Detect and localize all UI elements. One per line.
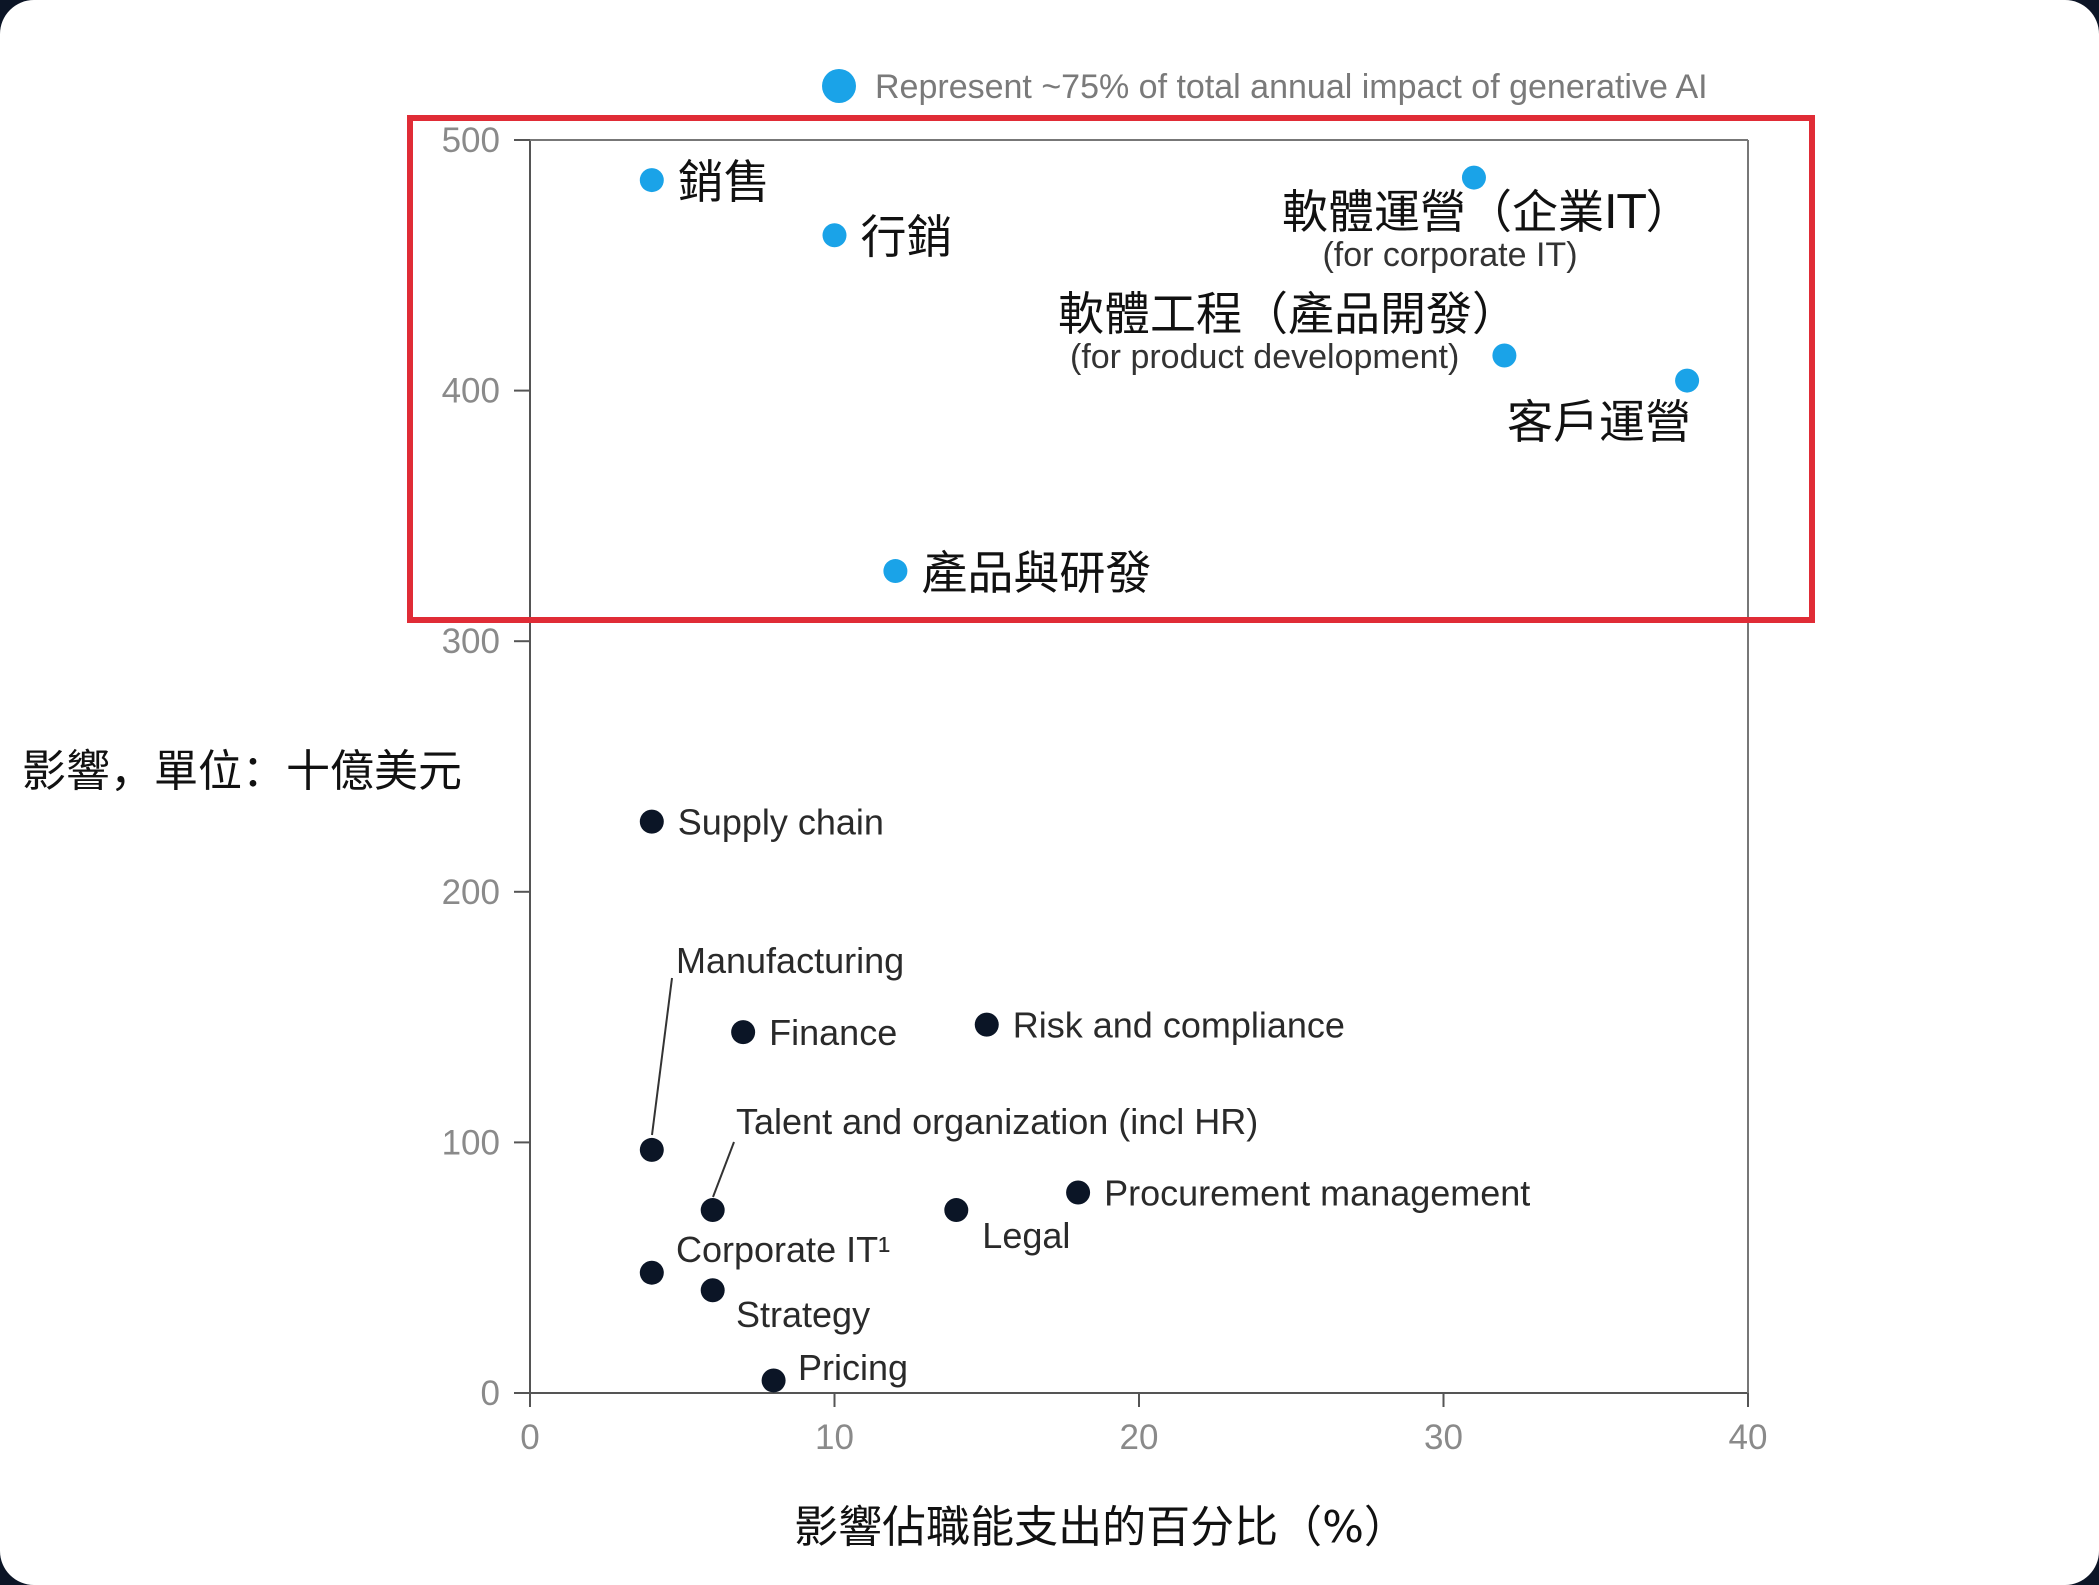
data-point (944, 1198, 969, 1223)
y-axis-title: 影響，單位：十億美元 (22, 746, 462, 797)
point-label: Risk and compliance (1013, 1005, 1345, 1046)
x-axis-title: 影響佔職能支出的百分比（%） (794, 1502, 1408, 1553)
point-label: Talent and organization (incl HR) (736, 1101, 1258, 1142)
data-point (731, 1020, 756, 1045)
point-label: 客戶運營 (1507, 395, 1691, 449)
point-label: Manufacturing (676, 940, 904, 981)
data-point (761, 1368, 786, 1393)
data-point (1461, 165, 1486, 190)
point-label: Supply chain (678, 802, 884, 843)
data-point (700, 1278, 725, 1303)
x-tick-label: 30 (1424, 1418, 1463, 1457)
leader-line (712, 1141, 735, 1198)
x-tick-label: 20 (1120, 1418, 1159, 1457)
point-sublabel: (for corporate IT) (1322, 236, 1577, 274)
point-label: 產品與研發 (921, 546, 1151, 600)
data-point (883, 559, 908, 584)
legend-text: Represent ~75% of total annual impact of… (875, 68, 1708, 106)
point-label: Procurement management (1104, 1173, 1530, 1214)
y-tick-label: 0 (481, 1374, 500, 1413)
data-point (700, 1198, 725, 1223)
data-points (639, 165, 1700, 1393)
y-ticks: 0 100 200 300 400 500 (442, 121, 530, 1413)
y-tick-label: 400 (442, 372, 500, 411)
x-tick-label: 10 (815, 1418, 854, 1457)
y-tick-label: 300 (442, 622, 500, 661)
y-tick-label: 200 (442, 873, 500, 912)
data-point (639, 168, 664, 193)
leader-lines (651, 977, 735, 1198)
legend: Represent ~75% of total annual impact of… (822, 68, 1708, 106)
legend-marker (822, 69, 856, 103)
point-label: 行銷 (861, 210, 953, 264)
data-point (639, 1137, 664, 1162)
highlight-box (407, 115, 1815, 623)
point-label: Strategy (736, 1294, 870, 1335)
data-point (1066, 1180, 1091, 1205)
point-label: Legal (982, 1215, 1070, 1256)
x-tick-label: 40 (1729, 1418, 1768, 1457)
point-sublabel: (for product development) (1070, 338, 1459, 376)
x-tick-label: 0 (520, 1418, 539, 1457)
y-tick-label: 500 (442, 121, 500, 160)
point-label: Pricing (798, 1347, 908, 1388)
data-point (822, 223, 847, 248)
point-label: 軟體運營（企業IT） (1282, 185, 1692, 239)
point-label: Finance (769, 1012, 897, 1053)
x-ticks: 0 10 20 30 40 (520, 1393, 1767, 1457)
y-tick-label: 100 (442, 1123, 500, 1162)
data-point (974, 1012, 999, 1037)
point-label: 軟體工程（產品開發） (1058, 287, 1518, 341)
data-point (1675, 368, 1700, 393)
leader-line (651, 977, 673, 1136)
data-point (1492, 343, 1517, 368)
point-label: Corporate IT¹ (676, 1229, 890, 1270)
point-label: 銷售 (678, 155, 770, 209)
data-point (639, 809, 664, 834)
data-point (639, 1260, 664, 1285)
